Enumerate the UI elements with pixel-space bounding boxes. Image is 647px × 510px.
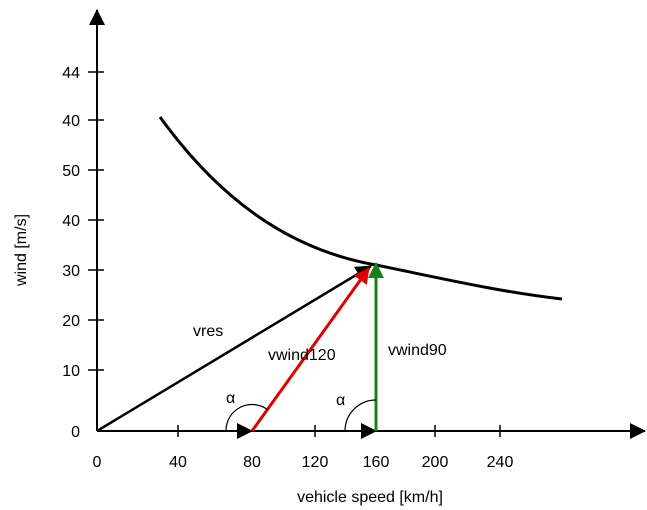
x-tick-label: 40 [169,454,187,471]
y-tick-label: 30 [62,263,80,280]
y-axis-label: wind [m/s] [13,214,30,287]
vector-label: vres [193,323,223,340]
vector-vwind120 [250,267,371,432]
y-tick-labels: 0 10 20 30 40 50 40 44 [62,65,80,441]
angle-arc [344,399,377,432]
y-tick-label: 44 [62,65,80,82]
x-tick-label: 200 [422,454,449,471]
vector-label: vwind120 [268,347,336,364]
ticks [88,71,501,437]
x-tick-label: 80 [243,454,261,471]
y-tick-label: 50 [62,163,80,180]
x-tick-label: 0 [93,454,102,471]
y-tick-label: 20 [62,313,80,330]
angle-label: α [336,392,345,409]
y-tick-label: 40 [62,113,80,130]
vector-vres [96,264,372,433]
angle-arc [225,403,269,432]
x-tick-label: 120 [302,454,329,471]
x-axis-label: vehicle speed [km/h] [297,489,443,506]
y-tick-label: 0 [71,424,80,441]
y-tick-label: 10 [62,363,80,380]
x-tick-labels: 0 40 80 120 160 200 240 [93,454,514,471]
y-tick-label: 40 [62,213,80,230]
x-tick-label: 160 [363,454,390,471]
x-tick-label: 240 [487,454,514,471]
vector-label: vwind90 [388,342,447,359]
angle-label: α [226,390,235,407]
